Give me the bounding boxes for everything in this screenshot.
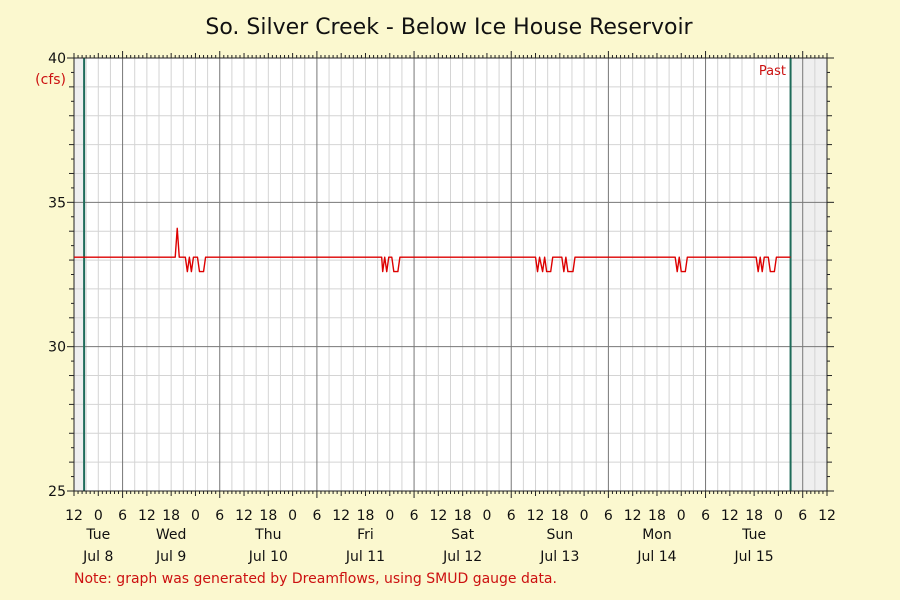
x-tick-label: 0 — [482, 508, 491, 524]
x-tick-label: 0 — [677, 508, 686, 524]
y-axis-unit: (cfs) — [35, 72, 66, 88]
y-axis-labels: 25 30 35 40 — [48, 51, 66, 500]
x-tick-label: 6 — [312, 508, 321, 524]
x-day-name: Wed — [156, 527, 187, 543]
x-day-name: Sun — [546, 527, 573, 543]
series-group — [74, 227, 791, 273]
x-tick-label: 6 — [507, 508, 516, 524]
past-boundary — [83, 58, 792, 491]
x-tick-label: 0 — [288, 508, 297, 524]
x-tick-label: 12 — [235, 508, 253, 524]
y-tick-label: 35 — [48, 195, 66, 211]
x-day-date: Jul 13 — [539, 549, 579, 565]
x-day-date: Jul 14 — [636, 549, 676, 565]
x-day-name: Thu — [254, 527, 281, 543]
x-tick-label: 12 — [624, 508, 642, 524]
x-tick-label: 18 — [162, 508, 180, 524]
x-day-name: Tue — [741, 527, 766, 543]
x-tick-label: 6 — [410, 508, 419, 524]
shaded-region-right — [790, 58, 827, 491]
x-tick-label: 18 — [454, 508, 472, 524]
x-tick-label: 6 — [701, 508, 710, 524]
axis-ticks — [67, 51, 834, 498]
y-tick-label: 25 — [48, 484, 66, 500]
x-tick-label: 6 — [798, 508, 807, 524]
x-day-name: Tue — [85, 527, 110, 543]
x-tick-label: 18 — [745, 508, 763, 524]
major-grid — [74, 58, 827, 491]
shaded-region-left — [74, 58, 85, 491]
x-tick-label: 18 — [551, 508, 569, 524]
x-tick-label: 12 — [65, 508, 83, 524]
x-tick-label: 12 — [138, 508, 156, 524]
x-day-date: Jul 9 — [155, 549, 186, 565]
x-tick-label: 12 — [818, 508, 836, 524]
x-day-date: Jul 15 — [734, 549, 774, 565]
footnote: Note: graph was generated by Dreamflows,… — [74, 571, 557, 587]
past-label: Past — [759, 64, 786, 79]
x-day-date: Jul 10 — [248, 549, 288, 565]
x-tick-label: 6 — [215, 508, 224, 524]
x-tick-label: 12 — [429, 508, 447, 524]
x-tick-label: 6 — [118, 508, 127, 524]
x-tick-label: 0 — [774, 508, 783, 524]
chart-title: So. Silver Creek - Below Ice House Reser… — [205, 15, 693, 40]
x-tick-label: 18 — [259, 508, 277, 524]
x-tick-label: 0 — [94, 508, 103, 524]
x-day-date: Jul 8 — [82, 549, 113, 565]
minor-grid — [74, 58, 827, 491]
x-day-date: Jul 11 — [345, 549, 385, 565]
x-tick-label: 12 — [721, 508, 739, 524]
x-day-name: Sat — [451, 527, 474, 543]
x-day-name: Fri — [357, 527, 374, 543]
x-tick-label: 12 — [332, 508, 350, 524]
x-day-date: Jul 12 — [442, 549, 482, 565]
x-tick-label: 12 — [527, 508, 545, 524]
x-tick-label: 0 — [580, 508, 589, 524]
x-axis-day-labels: Tue Jul 8 Wed Jul 9 Thu Jul 10 Fri Jul 11 Sat Jul… — [82, 527, 774, 565]
y-tick-label: 30 — [48, 340, 66, 356]
x-tick-label: 18 — [648, 508, 666, 524]
y-tick-label: 40 — [48, 51, 66, 67]
series-line — [74, 227, 791, 273]
x-tick-label: 0 — [191, 508, 200, 524]
x-tick-label: 18 — [357, 508, 375, 524]
x-axis-hour-labels: 12 0 6 12 18 0 6 12 18 0 6 12 18 0 6 12 18 0 6 12 18 0 6 12 18 0 6… — [65, 508, 836, 524]
x-tick-label: 0 — [385, 508, 394, 524]
x-tick-label: 6 — [604, 508, 613, 524]
x-day-name: Mon — [642, 527, 672, 543]
